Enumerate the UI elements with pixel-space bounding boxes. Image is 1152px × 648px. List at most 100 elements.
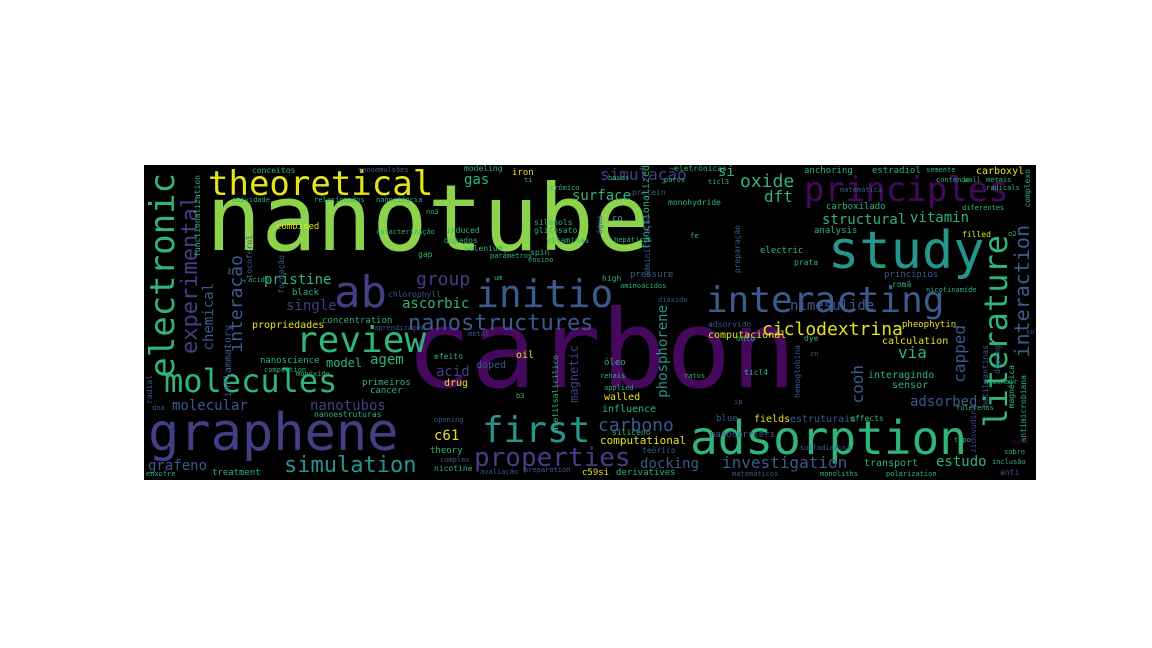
word-polarization: polarization [886,470,937,478]
word-effects: effects [850,414,884,423]
word-black: black [292,288,320,298]
word-oxide: oxide [740,171,795,192]
word-via: via [898,343,927,362]
word-electric: electric [760,246,804,256]
word-siliceno: siliceno [612,428,651,437]
word-fields: fields [754,414,791,425]
word-surface: surface [572,188,632,204]
word-phosphorene: phosphorene [655,305,671,398]
word-carboxyl: carboxyl [976,166,1025,177]
word-high: high [602,274,622,283]
word-blue: blue [716,414,738,424]
word-cloud: nanotube carbon graphene adsorption stud… [144,165,1036,480]
word-doped: doped [476,360,507,371]
word-complex: complex [440,456,470,464]
word-spin: spin [530,248,550,257]
word-iron: iron [512,168,534,178]
word-ratos: ratos [684,372,706,380]
word-ticl4: ticl4 [744,368,769,377]
word-b3: b3 [516,392,525,400]
word-diferentes: diferentes [962,204,1005,212]
word-nanoemulsoes: nanoemulsões [358,166,409,174]
word-calculation: calculation [882,336,949,347]
word-radicals: radicals [986,184,1020,192]
word-interaction: interaction [1010,225,1034,358]
word-cromico: crômico [550,184,580,192]
word-cooh: cooh [848,365,867,404]
word-dopados: dopados [444,236,478,245]
word-adsorbed: adsorbed [910,394,978,410]
word-single: single [286,298,337,314]
word-opening: opening [434,416,464,424]
word-protein: protein [632,188,666,197]
word-preparation: preparation [524,466,571,474]
word-puros: puros [664,176,686,184]
word-ensino: ensino [528,256,554,264]
word-carbon: carbon [406,288,797,413]
word-applied: applied [604,384,634,392]
word-inclusao: inclusão [992,458,1026,466]
word-first: first [482,410,591,451]
word-filled: filled [962,230,991,239]
word-ascorbic: ascorbic [402,296,470,312]
word-estudo: estudo [936,454,987,470]
word-matematica: matemática [840,186,883,194]
word-eletronicas: eletrônicas [674,165,727,173]
word-fulerenos: fulerenos [956,404,994,412]
word-hemoglobina: hemoglobina [793,345,802,398]
word-no3: no3 [426,208,439,216]
word-group: group [416,269,471,290]
word-preparacao: preparação [733,225,742,274]
word-investigation: investigation [722,453,848,472]
word-zidovudina: zidovudina [969,405,978,454]
word-aprendizagem: aprendizagem [374,324,425,332]
word-tipo: tipo [954,436,971,444]
word-ticl3: ticl3 [708,178,730,186]
word-nanociencia: nanociência [376,196,423,204]
word-metal: metal [468,330,490,338]
word-acid: acid [436,364,470,380]
word-estruturais: estruturais [790,414,857,425]
word-gap: gap [418,250,433,259]
word-roma: romã [892,280,912,289]
word-computacional: computacional [708,330,787,341]
word-atividade: atividade [232,196,270,204]
word-nanotubos: nanotubos [310,398,386,414]
word-estradiol: estradiol [872,166,921,176]
word-matematicos: matemáticos [732,470,779,478]
word-chemical: chemical [201,283,217,351]
word-sulfadiazina: sulfadiazina [800,444,851,452]
word-zn: zn [810,350,819,358]
word-pristine: pristine [264,272,332,288]
word-gas: gas [464,172,490,188]
word-adsorvido: adsorvido [708,320,752,329]
word-enxofre: enxofre [146,470,176,478]
word-cancer: cancer [370,386,403,396]
word-induced: induced [446,226,480,235]
word-ciclodextrina: ciclodextrina [762,319,903,340]
word-aminoacidos: aminoácidos [620,282,667,290]
word-dft: dft [764,187,793,206]
word-derivatives: derivatives [616,468,676,478]
word-administracao: administração [643,215,652,278]
word-teorico: teórico [642,446,676,455]
word-review: review [296,320,427,361]
word-walled: walled [604,392,641,403]
word-graphene: graphene [148,403,399,463]
word-initio: initio [476,272,614,316]
word-simulacao: simulação [600,165,687,184]
word-theory: theory [430,446,463,456]
word-relacionados: relacionados [314,196,365,204]
word-efeito: efeito [434,352,463,361]
word-monohydride: monohydride [668,198,721,207]
word-monoliths: monoliths [820,470,858,478]
word-pressure: pressure [630,270,674,280]
word-magnetica: magnética [1007,365,1016,409]
word-nimesulide: nimesulide [790,298,875,314]
word-vitaminas: vitaminas [546,236,590,245]
word-silanols: silanols [534,218,573,227]
word-acido: ácido [248,276,270,284]
word-o2: o2 [1008,230,1017,238]
word-compaction: compaction [264,366,307,374]
word-molecules: molecules [164,362,338,400]
